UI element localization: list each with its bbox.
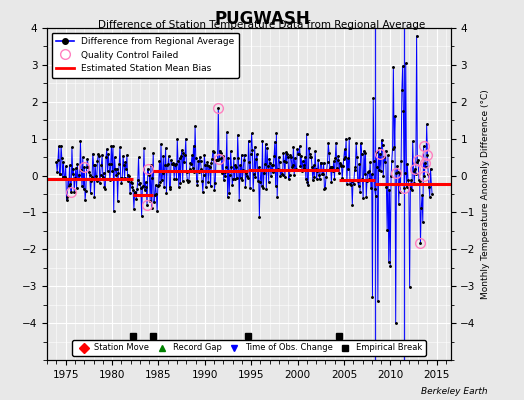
- Legend: Station Move, Record Gap, Time of Obs. Change, Empirical Break: Station Move, Record Gap, Time of Obs. C…: [72, 340, 426, 356]
- Text: PUGWASH: PUGWASH: [214, 10, 310, 28]
- Text: Berkeley Earth: Berkeley Earth: [421, 387, 487, 396]
- Y-axis label: Monthly Temperature Anomaly Difference (°C): Monthly Temperature Anomaly Difference (…: [481, 89, 490, 299]
- Text: Difference of Station Temperature Data from Regional Average: Difference of Station Temperature Data f…: [99, 20, 425, 30]
